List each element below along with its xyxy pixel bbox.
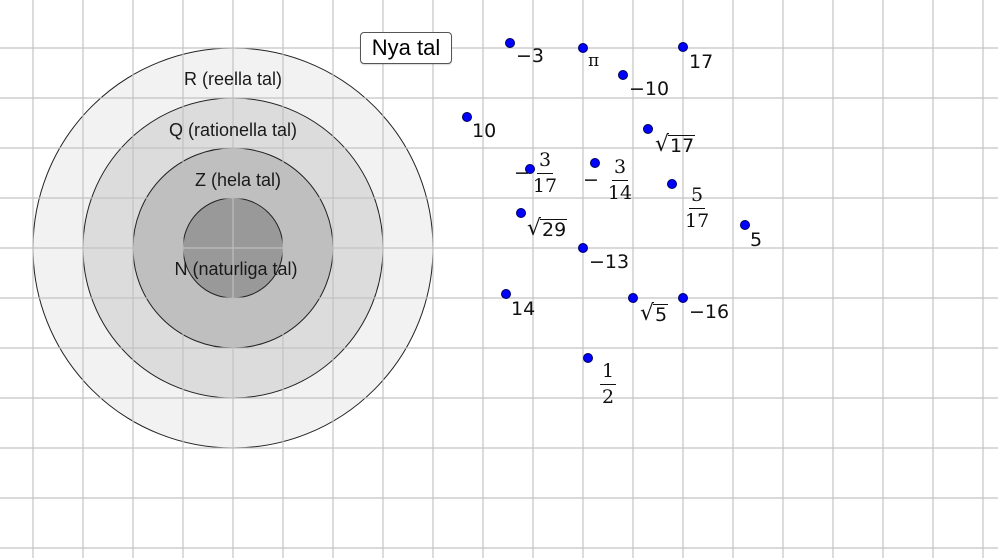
label-neg13: −13	[589, 251, 630, 273]
point-neg16[interactable]	[678, 293, 688, 303]
label-10: 10	[472, 120, 497, 142]
label-Z: Z (hela tal)	[194, 170, 282, 190]
label-neg10: −10	[629, 78, 670, 100]
label-neg16: −16	[689, 301, 730, 323]
point-17[interactable]	[678, 42, 688, 52]
label-14: 14	[511, 298, 536, 320]
point-pi[interactable]	[578, 43, 588, 53]
label-pi: π	[588, 51, 600, 71]
point-5[interactable]	[740, 220, 750, 230]
label-Q: Q (rationella tal)	[168, 120, 298, 140]
point-neg13[interactable]	[578, 243, 588, 253]
label-neg3: −3	[516, 45, 545, 67]
label-R: R (reella tal)	[183, 69, 283, 89]
label-17: 17	[689, 51, 714, 73]
point-10[interactable]	[462, 112, 472, 122]
point-neg3-14[interactable]	[590, 158, 600, 168]
label-5-17: 5 17	[685, 184, 710, 232]
label-sqrt17: √ 17	[655, 132, 696, 157]
label-5: 5	[750, 229, 763, 251]
point-sqrt5[interactable]	[628, 293, 638, 303]
point-sqrt29[interactable]	[516, 208, 526, 218]
point-neg3[interactable]	[505, 38, 515, 48]
label-neg3-17: −3 17	[514, 149, 558, 197]
label-neg3-14: −3 14	[583, 156, 633, 204]
point-neg3-17[interactable]	[525, 164, 535, 174]
point-half[interactable]	[583, 353, 593, 363]
label-N: N (naturliga tal)	[174, 259, 298, 279]
new-numbers-button[interactable]: Nya tal	[360, 32, 452, 64]
point-neg10[interactable]	[618, 70, 628, 80]
point-sqrt17[interactable]	[643, 124, 653, 134]
point-5-17[interactable]	[667, 179, 677, 189]
label-sqrt29: √ 29	[527, 216, 568, 241]
label-sqrt5: √ 5	[640, 301, 669, 326]
point-14[interactable]	[501, 289, 511, 299]
